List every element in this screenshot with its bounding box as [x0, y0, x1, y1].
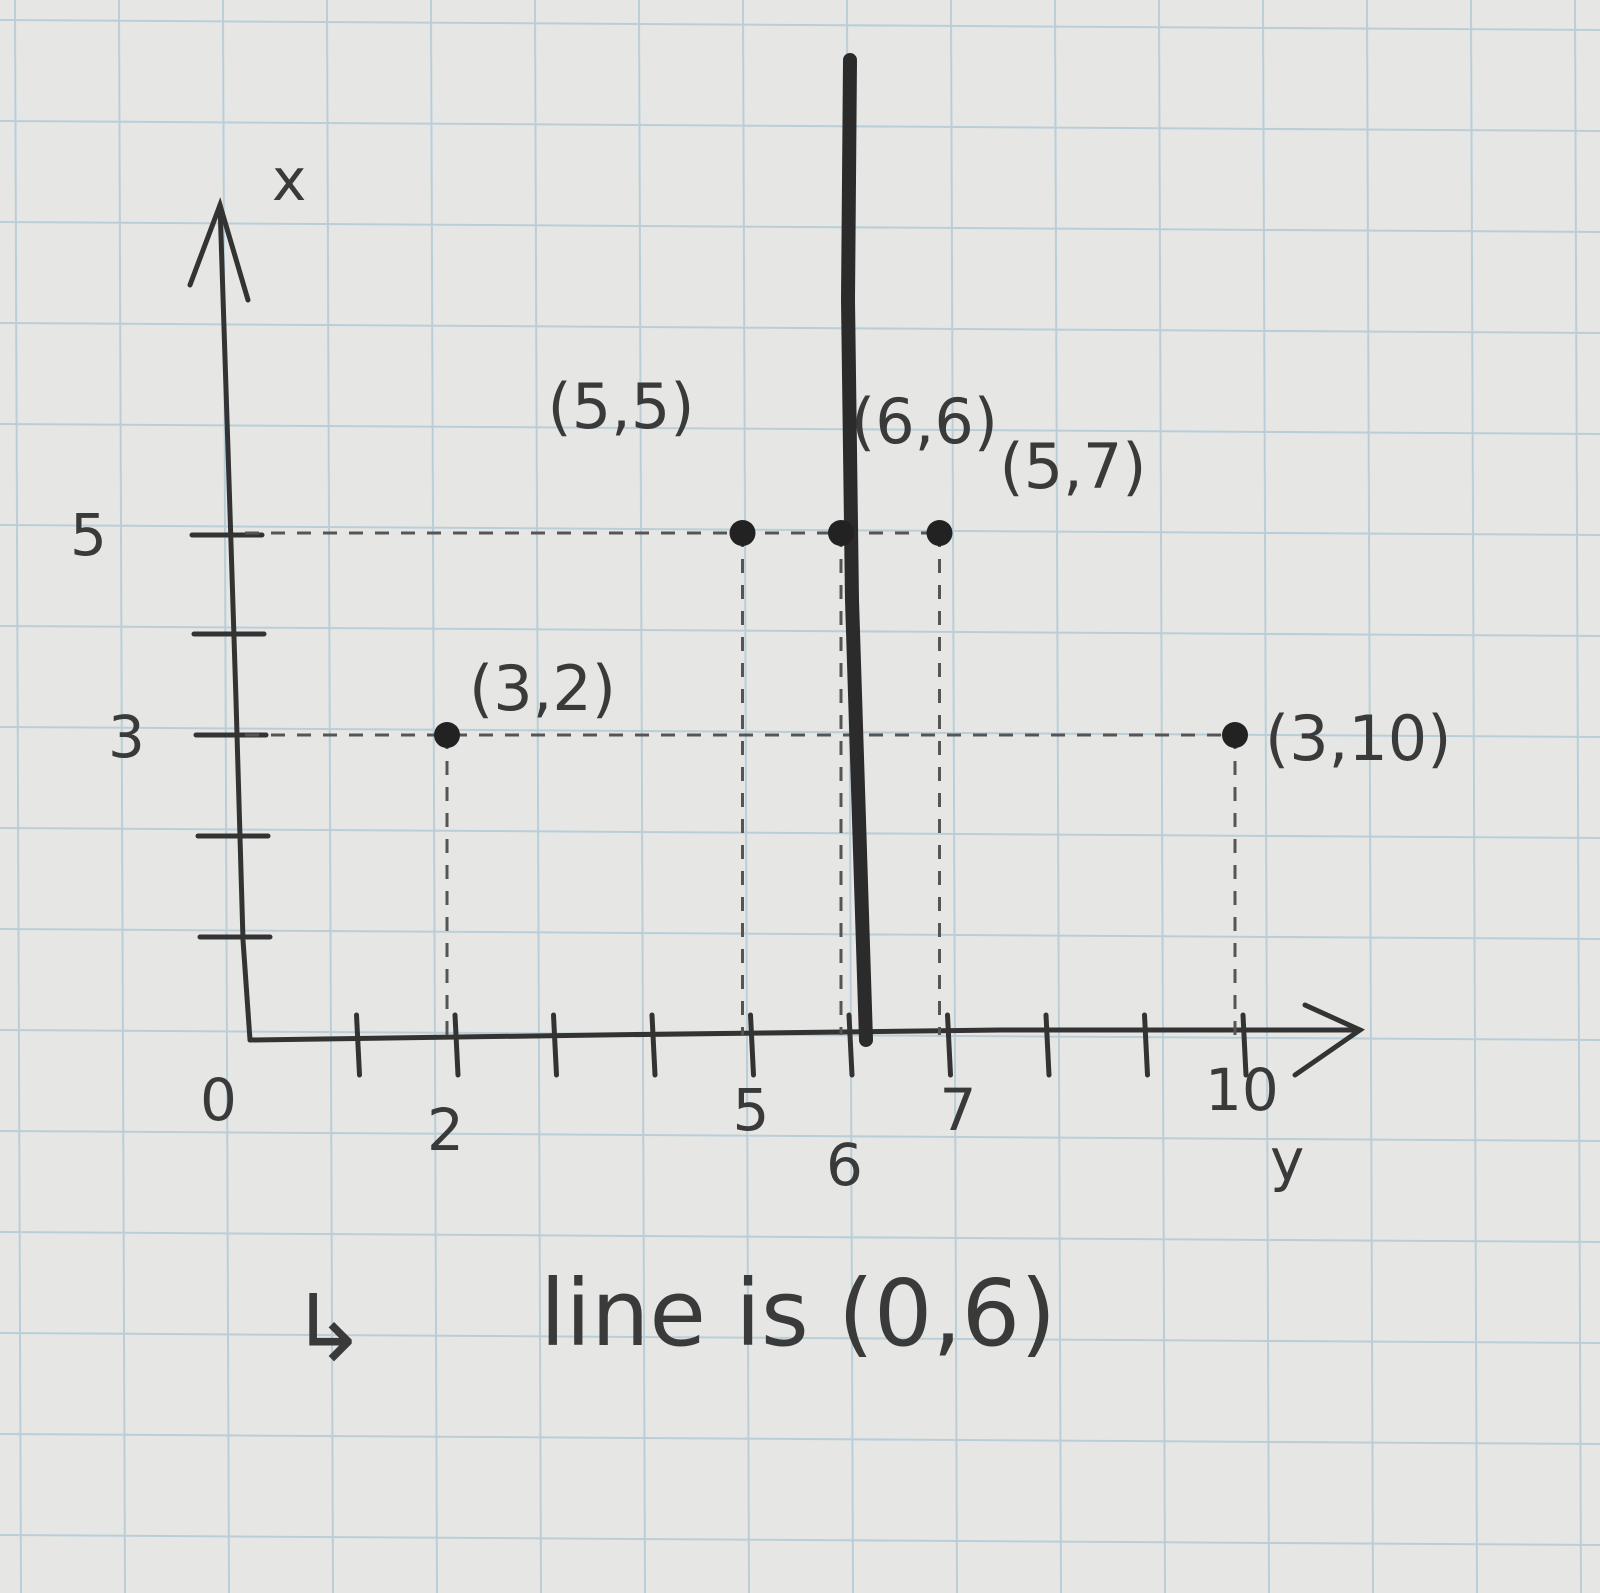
- grid-line-vertical: [1366, 0, 1374, 1593]
- vertical-axis-ticks: 35: [70, 501, 273, 940]
- grid-line-vertical: [950, 0, 958, 1593]
- point-label: (6,6): [851, 385, 998, 458]
- horizontal-axis: [247, 1027, 1363, 1043]
- grid-line-vertical: [118, 0, 126, 1593]
- grid-line-vertical: [534, 0, 542, 1593]
- point-label: (3,2): [469, 652, 616, 725]
- grid-line-horizontal: [0, 120, 1600, 132]
- horizontal-tick-mark: [354, 1012, 362, 1078]
- grid-line-vertical: [1470, 0, 1478, 1593]
- grid-line-vertical: [742, 0, 750, 1593]
- grid-line-horizontal: [0, 19, 1600, 31]
- vertical-axis-label: x: [272, 146, 306, 214]
- horizontal-axis-ticks: 2 56 7 10: [354, 1012, 1279, 1199]
- grid-line-vertical: [1574, 0, 1582, 1593]
- horizontal-tick-label-10: 10: [1205, 1056, 1279, 1124]
- horizontal-axis-arrowhead: [1292, 1002, 1366, 1078]
- point-label: (5,5): [548, 370, 695, 443]
- grid-line-horizontal: [0, 1433, 1600, 1445]
- grid-line-horizontal: [0, 726, 1600, 738]
- horizontal-tick-label-6: 6: [826, 1131, 863, 1199]
- point-marker: [729, 520, 756, 546]
- grid-line-horizontal: [0, 928, 1600, 940]
- grid-line-horizontal: [0, 221, 1600, 233]
- footer-note: line is (0,6): [540, 1260, 1056, 1367]
- horizontal-tick-mark: [748, 1012, 756, 1078]
- grid-line-horizontal: [0, 625, 1600, 637]
- grid-line-vertical: [1054, 0, 1062, 1593]
- horizontal-tick-mark: [452, 1012, 461, 1078]
- horizontal-tick-mark: [945, 1012, 953, 1078]
- vertical-axis-arrowhead: [187, 197, 251, 303]
- grid-line-vertical: [430, 0, 438, 1593]
- horizontal-tick-mark: [551, 1012, 559, 1078]
- vertical-tick-label-5: 5: [70, 501, 107, 569]
- point-marker: [1222, 722, 1248, 748]
- horizontal-tick-label-2: 2: [427, 1096, 464, 1164]
- grid-line-horizontal: [0, 827, 1600, 839]
- point-marker: [828, 520, 854, 546]
- grid-line-vertical: [1262, 0, 1270, 1593]
- grid-line-vertical: [1158, 0, 1166, 1593]
- grid-line-vertical: [326, 0, 334, 1593]
- grid-line-horizontal: [0, 1534, 1600, 1546]
- vertical-line-y-6: [840, 53, 873, 1047]
- grid-line-horizontal: [0, 322, 1600, 334]
- horizontal-axis-label: y: [1270, 1126, 1304, 1194]
- footer-arrow: ↳: [290, 1275, 367, 1382]
- grid-line-horizontal: [0, 1130, 1600, 1142]
- horizontal-tick-mark: [1240, 1012, 1249, 1078]
- axes: [187, 197, 1366, 1078]
- grid-line-horizontal: [0, 1332, 1600, 1344]
- grid-line-horizontal: [0, 1231, 1600, 1243]
- point-label: (5,7): [1000, 430, 1147, 503]
- plotted-points: (3,2) (5,5) (6,6)(5,7) (3,10): [434, 370, 1451, 775]
- horizontal-tick-label-7: 7: [940, 1076, 977, 1144]
- horizontal-tick-mark: [649, 1012, 658, 1078]
- vertical-tick-label-3: 3: [108, 703, 145, 771]
- point-label: (3,10): [1265, 702, 1451, 775]
- vertical-axis: [217, 202, 253, 1043]
- horizontal-tick-mark: [1142, 1012, 1150, 1078]
- horizontal-tick-label-5: 5: [733, 1076, 770, 1144]
- origin-label: 0: [200, 1066, 237, 1134]
- grid-line-vertical: [14, 0, 22, 1593]
- grid-line-horizontal: [0, 524, 1600, 536]
- point-marker: [434, 722, 460, 748]
- grid-line-vertical: [638, 0, 646, 1593]
- horizontal-tick-mark: [1043, 1012, 1052, 1078]
- horizontal-tick-mark: [846, 1012, 855, 1078]
- grid-line-horizontal: [0, 423, 1600, 435]
- point-marker: [926, 520, 953, 546]
